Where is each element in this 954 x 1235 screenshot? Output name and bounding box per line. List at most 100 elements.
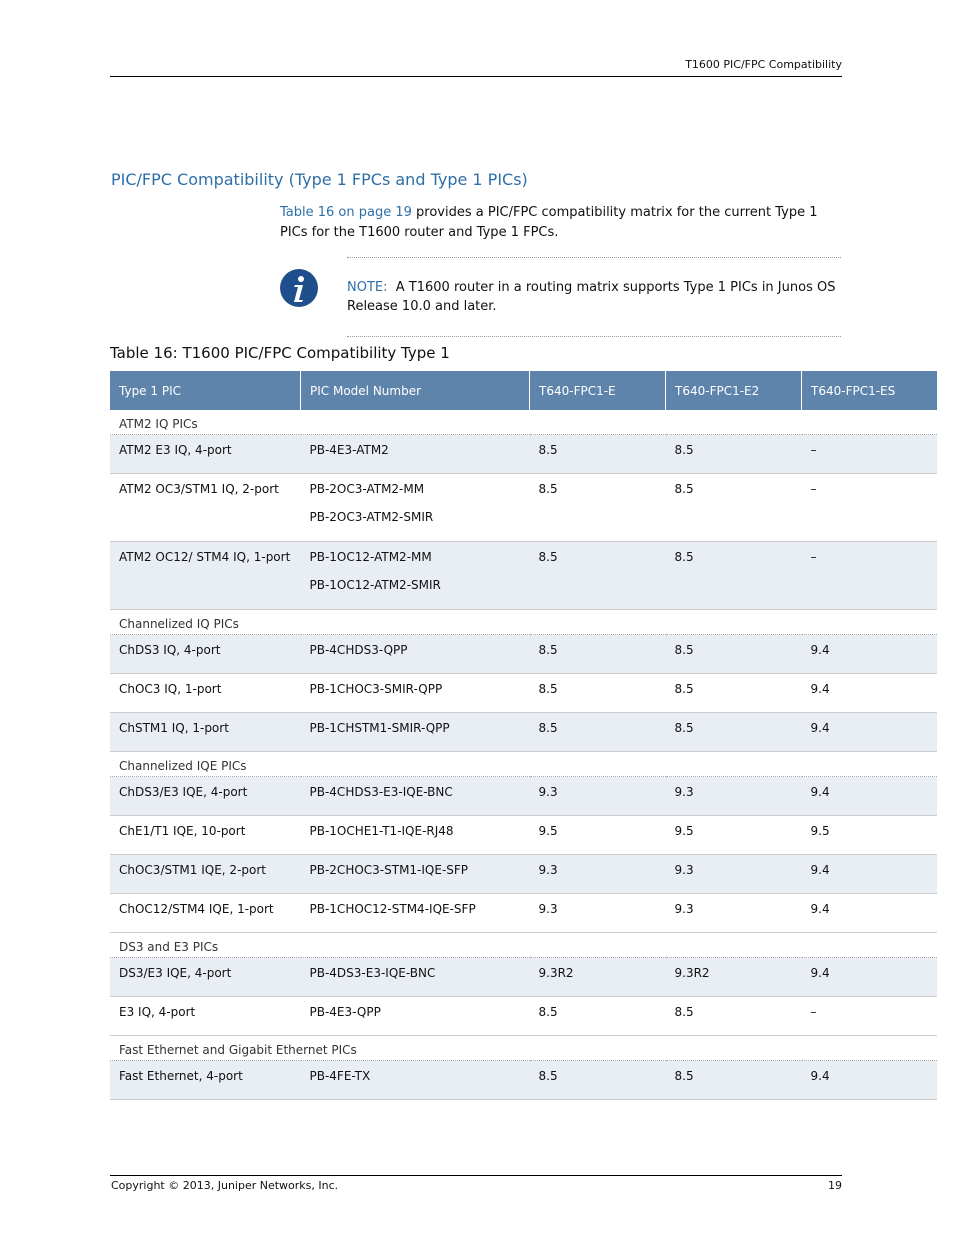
- release-cell: –: [801, 996, 937, 1036]
- release-cell: 9.5: [801, 815, 937, 855]
- copyright: Copyright © 2013, Juniper Networks, Inc.: [111, 1179, 339, 1192]
- column-header: T640-FPC1-E2: [665, 371, 802, 410]
- pic-name: ATM2 OC3/STM1 IQ, 2-port: [110, 473, 301, 542]
- release-cell: 9.4: [801, 712, 937, 752]
- release-cell: 9.3R2: [665, 957, 802, 997]
- table-row: ChDS3 IQ, 4-port PB-4CHDS3-QPP 8.5 8.5 9.4: [110, 634, 937, 674]
- release-cell: 8.5: [665, 996, 802, 1036]
- pic-name: ChSTM1 IQ, 1-port: [110, 712, 301, 752]
- note-rule: [347, 336, 841, 337]
- pic-name: ChE1/T1 IQE, 10-port: [110, 815, 301, 855]
- release-cell: 8.5: [529, 1060, 666, 1100]
- release-cell: 8.5: [529, 634, 666, 674]
- release-cell: –: [801, 541, 937, 610]
- release-cell: 8.5: [665, 473, 802, 542]
- note-label: NOTE:: [347, 280, 388, 295]
- table-row: ATM2 E3 IQ, 4-port PB-4E3-ATM2 8.5 8.5–: [110, 434, 937, 474]
- release-cell: 9.3: [665, 854, 802, 894]
- intro: Table 16 on page 19 provides a PIC/FPC c…: [280, 203, 845, 243]
- release-cell: 9.4: [801, 776, 937, 816]
- column-header: Type 1 PIC: [110, 371, 301, 410]
- release-cell: 9.4: [801, 854, 937, 894]
- release-cell: 9.3: [665, 776, 802, 816]
- model-number: PB-4CHDS3-E3-IQE-BNC: [309, 785, 453, 799]
- column-header: PIC Model Number: [300, 371, 530, 410]
- release-cell: –: [801, 473, 937, 542]
- model-cell: PB-1OC12-ATM2-MM PB-1OC12-ATM2-SMIR: [300, 541, 530, 610]
- pic-name: DS3/E3 IQE, 4-port: [110, 957, 301, 997]
- model-number: PB-4DS3-E3-IQE-BNC: [309, 966, 436, 980]
- group-name: ATM2 IQ PICs: [110, 410, 937, 435]
- group-name: DS3 and E3 PICs: [110, 932, 937, 958]
- model-cell: PB-1CHOC12-STM4-IQE-SFP: [300, 893, 530, 933]
- column-header: T640-FPC1-ES: [801, 371, 937, 410]
- model-cell: PB-4DS3-E3-IQE-BNC: [300, 957, 530, 997]
- compat-table: Type 1 PIC PIC Model Number T640-FPC1-E T64…: [110, 371, 937, 1100]
- release-cell: 8.5: [529, 541, 666, 610]
- pic-name: ChOC12/STM4 IQE, 1-port: [110, 893, 301, 933]
- pic-name: E3 IQ, 4-port: [110, 996, 301, 1036]
- release-cell: 9.3: [529, 893, 666, 933]
- model-number: PB-2OC3-ATM2-MM: [309, 482, 425, 496]
- table-row: ATM2 OC12/ STM4 IQ, 1-port PB-1OC12-ATM2-…: [110, 541, 937, 610]
- table-row: ChOC3/STM1 IQE, 2-port PB-2CHOC3-STM1-IQE…: [110, 854, 937, 894]
- model-number: PB-4CHDS3-QPP: [309, 643, 408, 657]
- model-number: PB-1CHOC3-SMIR-QPP: [309, 682, 443, 696]
- release-cell: 9.3: [665, 893, 802, 933]
- release-cell: –: [801, 434, 937, 474]
- release-cell: 9.3: [529, 854, 666, 894]
- release-cell: 8.5: [665, 673, 802, 713]
- model-number: PB-1CHOC12-STM4-IQE-SFP: [309, 902, 476, 916]
- model-cell: PB-4CHDS3-QPP: [300, 634, 530, 674]
- release-cell: 9.4: [801, 634, 937, 674]
- section-title: PIC/FPC Compatibility (Type 1 FPCs and T…: [111, 170, 528, 189]
- model-cell: PB-4CHDS3-E3-IQE-BNC: [300, 776, 530, 816]
- release-cell: 9.3R2: [529, 957, 666, 997]
- model-number: PB-4FE-TX: [309, 1069, 371, 1083]
- table-row: Fast Ethernet, 4-port PB-4FE-TX 8.5 8.5 9.4: [110, 1060, 937, 1100]
- model-number: PB-2OC3-ATM2-SMIR: [309, 510, 434, 524]
- release-cell: 8.5: [665, 434, 802, 474]
- release-cell: 9.5: [665, 815, 802, 855]
- model-cell: PB-4FE-TX: [300, 1060, 530, 1100]
- footer-rule: [110, 1175, 842, 1176]
- release-cell: 8.5: [665, 712, 802, 752]
- release-cell: 9.5: [529, 815, 666, 855]
- group-row: ATM2 IQ PICs: [110, 410, 937, 435]
- model-cell: PB-1OCHE1-T1-IQE-RJ48: [300, 815, 530, 855]
- release-cell: 8.5: [665, 1060, 802, 1100]
- pic-name: ChDS3 IQ, 4-port: [110, 634, 301, 674]
- table-row: ChE1/T1 IQE, 10-port PB-1OCHE1-T1-IQE-RJ4…: [110, 815, 937, 855]
- model-cell: PB-2OC3-ATM2-MM PB-2OC3-ATM2-SMIR: [300, 473, 530, 542]
- table-row: ChOC12/STM4 IQE, 1-port PB-1CHOC12-STM4-I…: [110, 893, 937, 933]
- table-row: E3 IQ, 4-port PB-4E3-QPP 8.5 8.5–: [110, 996, 937, 1036]
- model-number: PB-1OC12-ATM2-MM: [309, 550, 432, 564]
- note: NOTE: A T1600 router in a routing matrix…: [347, 278, 841, 316]
- note-rule: [347, 257, 841, 258]
- table-link[interactable]: Table 16 on page 19: [280, 205, 412, 220]
- table-row: ATM2 OC3/STM1 IQ, 2-port PB-2OC3-ATM2-MM P…: [110, 473, 937, 542]
- release-cell: 9.4: [801, 893, 937, 933]
- model-cell: PB-1CHSTM1-SMIR-QPP: [300, 712, 530, 752]
- release-cell: 8.5: [665, 634, 802, 674]
- group-name: Channelized IQ PICs: [110, 609, 937, 635]
- header-rule: [110, 76, 842, 77]
- pic-name: ATM2 OC12/ STM4 IQ, 1-port: [110, 541, 301, 610]
- model-cell: PB-1CHOC3-SMIR-QPP: [300, 673, 530, 713]
- model-number: PB-4E3-QPP: [309, 1005, 381, 1019]
- release-cell: 8.5: [529, 996, 666, 1036]
- column-header: T640-FPC1-E: [529, 371, 666, 410]
- model-cell: PB-4E3-ATM2: [300, 434, 530, 474]
- release-cell: 9.4: [801, 673, 937, 713]
- pic-name: Fast Ethernet, 4-port: [110, 1060, 301, 1100]
- release-cell: 8.5: [529, 712, 666, 752]
- model-cell: PB-2CHOC3-STM1-IQE-SFP: [300, 854, 530, 894]
- pic-name: ChOC3/STM1 IQE, 2-port: [110, 854, 301, 894]
- page-number: 19: [828, 1179, 842, 1192]
- release-cell: 9.4: [801, 1060, 937, 1100]
- release-cell: 8.5: [529, 673, 666, 713]
- running-header: T1600 PIC/FPC Compatibility: [685, 58, 842, 71]
- group-name: Fast Ethernet and Gigabit Ethernet PICs: [110, 1035, 937, 1061]
- group-row: Fast Ethernet and Gigabit Ethernet PICs: [110, 1035, 937, 1061]
